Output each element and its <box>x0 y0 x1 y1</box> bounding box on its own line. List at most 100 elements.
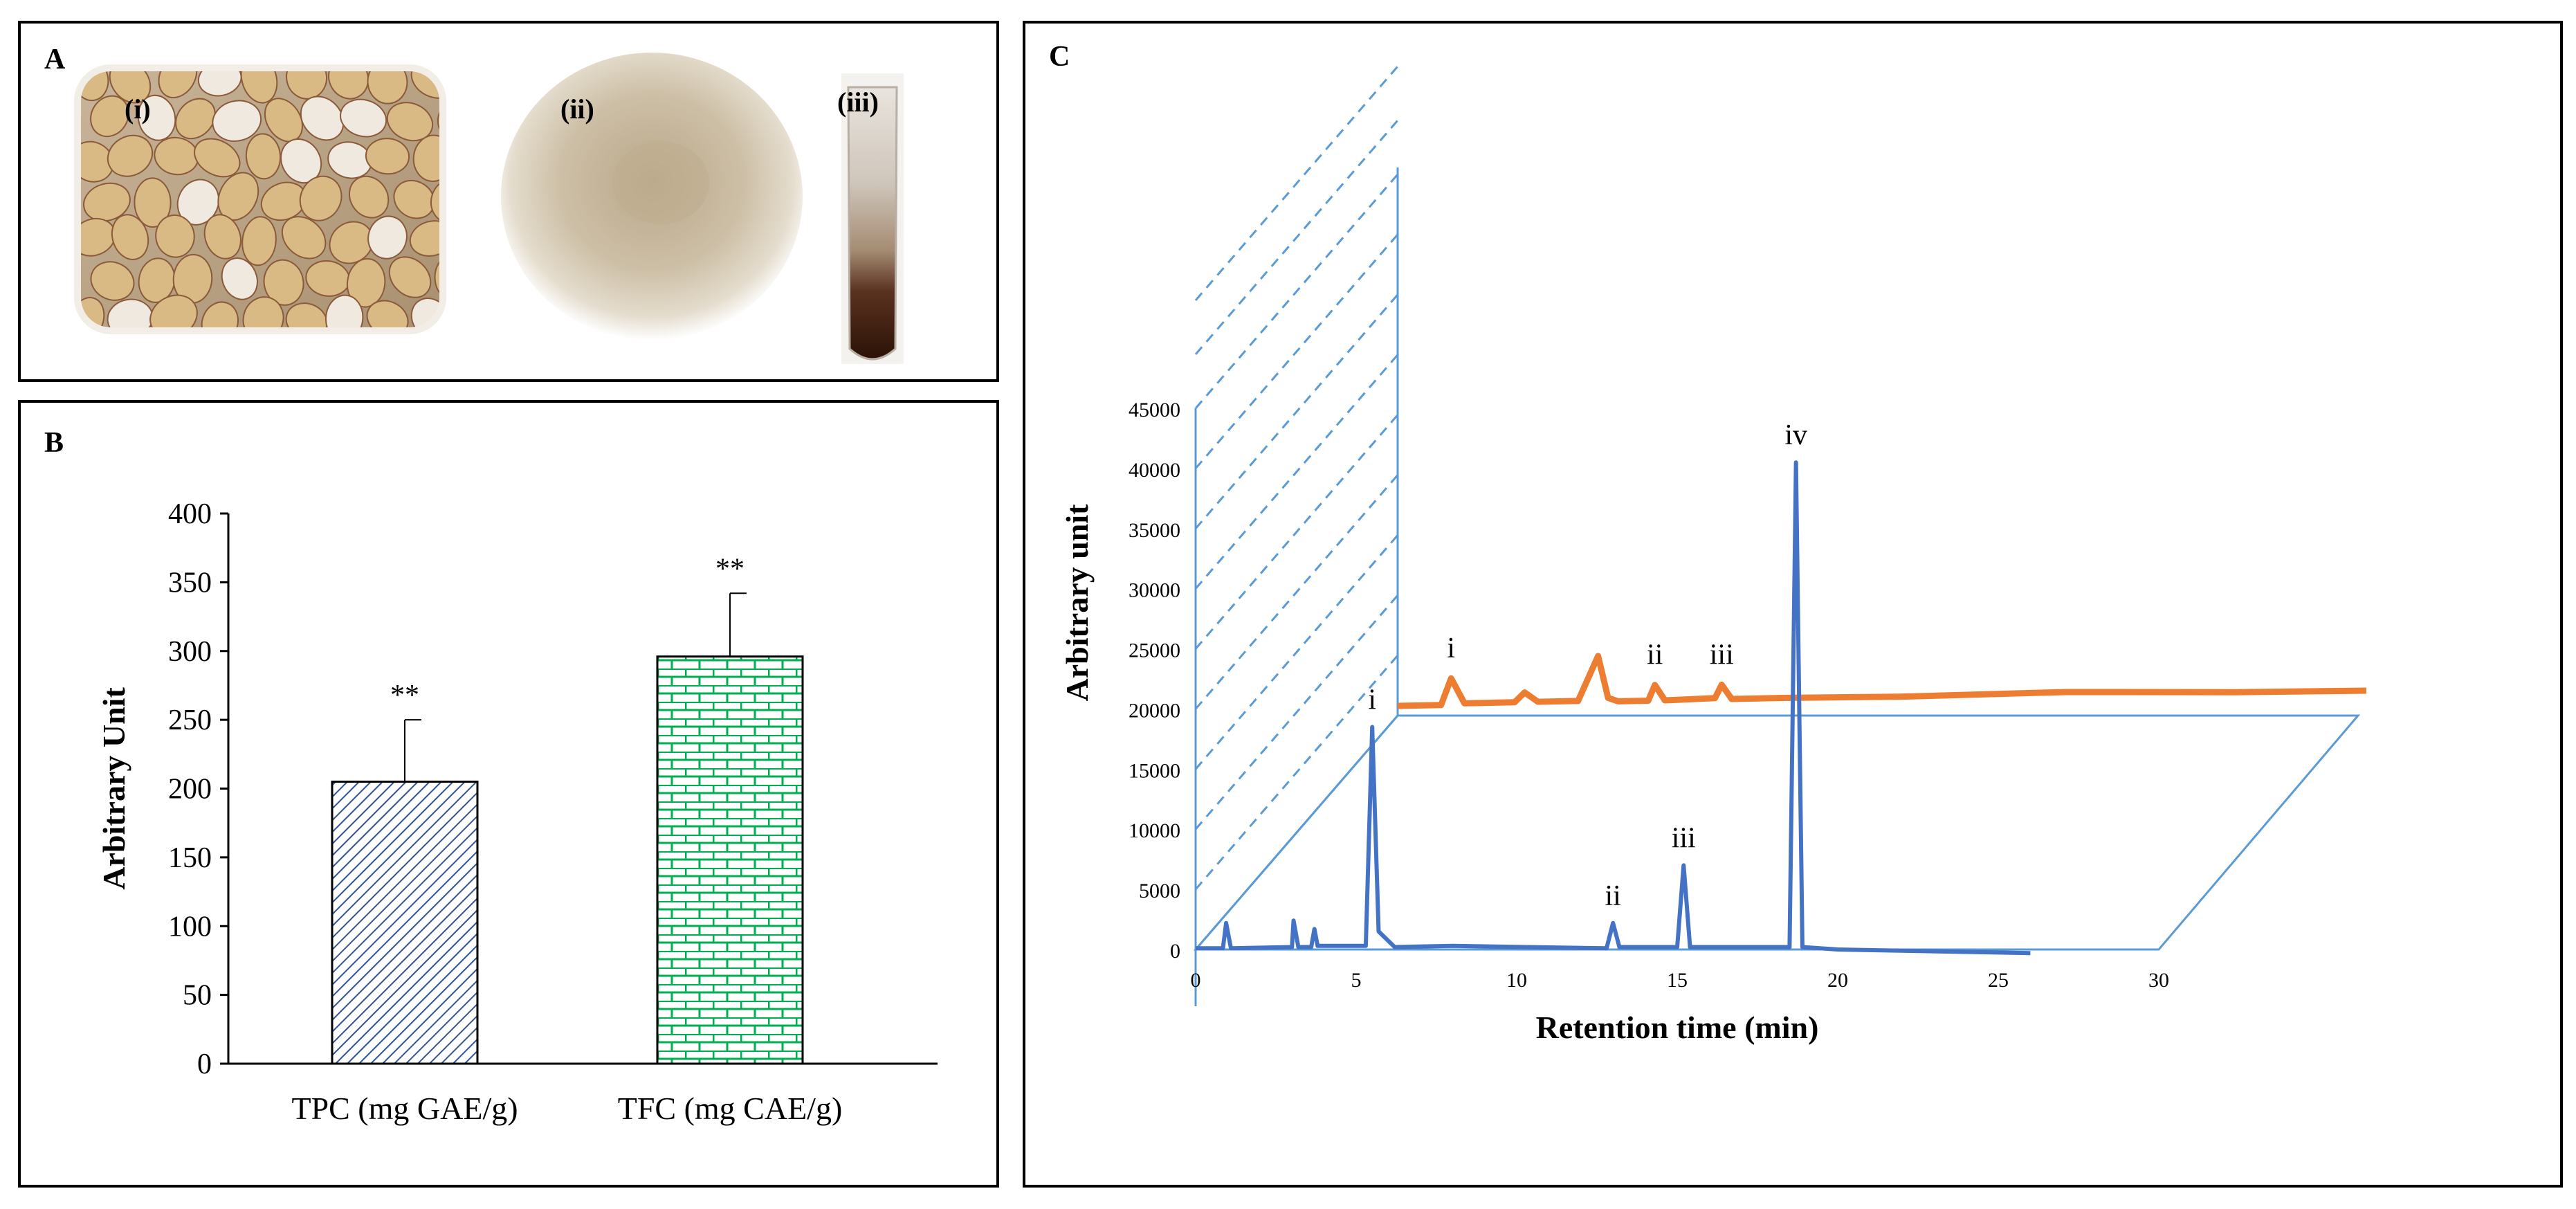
peak-label-orange: i <box>1447 633 1455 664</box>
photo-label-i: (i) <box>125 93 151 125</box>
bean <box>90 261 135 301</box>
y-tick-label: 250 <box>168 705 212 736</box>
y-tick-label: 150 <box>168 842 212 874</box>
bean <box>155 214 195 258</box>
bean <box>134 177 172 228</box>
peak-label-blue: iii <box>1672 822 1696 854</box>
y-tick-label: 15000 <box>1129 759 1180 782</box>
bean <box>412 134 443 182</box>
bean <box>107 134 154 177</box>
y-axis-label: Arbitrary unit <box>1059 504 1095 702</box>
bean <box>111 214 149 260</box>
panel-b: B 0 50 100 150 200 250 300 350 400 Arbitrary Unit… <box>18 400 999 1188</box>
bean <box>386 102 434 142</box>
peak-label-orange: iii <box>1710 639 1734 671</box>
bean <box>245 133 282 180</box>
bean <box>299 175 342 221</box>
y-tick-label: 400 <box>168 498 212 530</box>
wall-gridline <box>1194 174 1399 409</box>
y-tick-label: 5000 <box>1139 880 1180 902</box>
photo-label-iii: (iii) <box>837 87 879 118</box>
y-tick-label: 350 <box>168 567 212 599</box>
wall-gridline <box>1194 233 1399 469</box>
beans-photo <box>74 64 446 334</box>
bean <box>348 175 390 219</box>
y-tick-label: 45000 <box>1129 399 1180 421</box>
y-tick-label: 30000 <box>1129 579 1180 602</box>
bean <box>281 216 327 260</box>
x-tick-label: 10 <box>1506 969 1527 992</box>
peak-label-blue: iv <box>1784 419 1807 451</box>
bean <box>221 257 258 300</box>
panel-a: A <box>18 21 999 382</box>
y-tick-label: 0 <box>197 1048 212 1080</box>
panel-c-letter: C <box>1049 41 1070 73</box>
x-axis-label: Retention time (min) <box>1536 1010 1819 1045</box>
y-tick-label: 10000 <box>1129 819 1180 842</box>
y-tick-label: 40000 <box>1129 459 1180 482</box>
bean <box>240 68 278 104</box>
peak-label-blue: ii <box>1605 880 1621 912</box>
bean <box>212 100 262 142</box>
bean <box>346 257 386 308</box>
bean <box>300 96 345 141</box>
wall-gridline <box>1194 120 1399 355</box>
wall-gridline <box>1194 474 1399 710</box>
bar <box>331 781 479 1065</box>
photo-strip <box>74 53 904 364</box>
y-tick-label: 0 <box>1170 940 1180 963</box>
wall-gridline <box>1194 655 1399 891</box>
bean <box>194 138 241 178</box>
significance-label: ** <box>715 553 745 585</box>
category-label: TPC (mg GAE/g) <box>291 1091 518 1126</box>
bean <box>367 215 408 260</box>
y-tick-label: 50 <box>183 980 212 1012</box>
bean <box>409 220 443 257</box>
bean <box>77 140 114 183</box>
extract-tube-photo <box>841 73 904 364</box>
panel-b-letter: B <box>44 427 64 459</box>
wall-gridline <box>1194 594 1399 830</box>
bean <box>175 98 216 140</box>
bean <box>137 94 176 141</box>
wall-gridline <box>1194 293 1399 529</box>
y-tick-label: 25000 <box>1129 639 1180 662</box>
hplc-chromatogram-3d: 0 5000 10000 15000 20000 25000 30000 35000 40000… <box>1059 66 2367 1045</box>
bean <box>83 182 131 222</box>
bean <box>241 216 277 266</box>
bean <box>263 259 304 306</box>
category-label: TFC (mg CAE/g) <box>618 1091 843 1126</box>
bean <box>434 253 443 302</box>
y-tick-label: 100 <box>168 911 212 943</box>
bar <box>656 655 804 1065</box>
bean <box>365 138 410 175</box>
bean <box>90 95 129 138</box>
series-orange-line <box>1397 653 2367 709</box>
x-tick-label: 5 <box>1351 969 1362 992</box>
bean <box>340 98 387 138</box>
x-tick-label: 15 <box>1667 969 1688 992</box>
panel-c: C 0 5000 10000 15000 20000 25000 30000 35000 400… <box>1023 21 2563 1188</box>
y-tick-label: 300 <box>168 636 212 668</box>
peak-label-orange: ii <box>1647 639 1663 671</box>
wall-gridline <box>1194 66 1399 301</box>
wall-gridline <box>1194 534 1399 770</box>
x-tick-label: 20 <box>1827 969 1848 992</box>
bean <box>388 256 432 298</box>
depth-edge <box>1194 715 1399 950</box>
y-tick-label: 20000 <box>1129 699 1180 722</box>
bean <box>393 179 435 219</box>
wall-gridline <box>1194 414 1399 650</box>
photo-label-ii: (ii) <box>560 93 594 125</box>
x-tick-label: 0 <box>1191 969 1201 992</box>
y-tick-label: 35000 <box>1129 519 1180 542</box>
x-tick-label: 30 <box>2148 969 2169 992</box>
tpc-tfc-bar-chart: 0 50 100 150 200 250 300 350 400 Arbitrary Unit **… <box>96 498 938 1126</box>
y-tick-label: 200 <box>168 774 212 806</box>
panel-a-letter: A <box>44 44 66 75</box>
bean <box>203 214 241 260</box>
bean <box>329 221 374 264</box>
series-blue-line <box>1196 460 2031 956</box>
peak-label-blue: i <box>1368 684 1376 716</box>
significance-label: ** <box>390 680 419 711</box>
